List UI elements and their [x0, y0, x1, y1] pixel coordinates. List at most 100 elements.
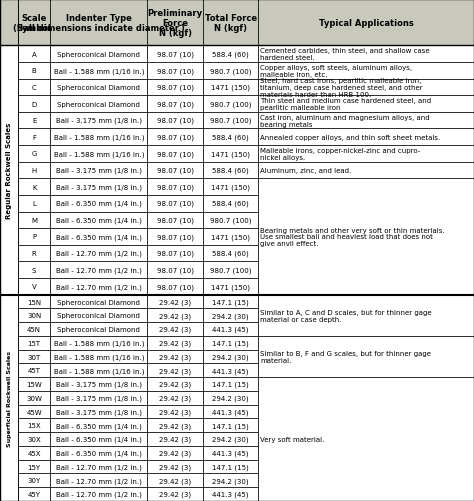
Bar — [258, 129, 474, 146]
Bar — [203, 113, 258, 129]
Text: 1471 (150): 1471 (150) — [211, 184, 250, 190]
Bar — [203, 229, 258, 245]
Text: 147.1 (15): 147.1 (15) — [212, 299, 249, 305]
Bar — [147, 63, 203, 80]
Text: 45Y: 45Y — [27, 491, 41, 497]
Bar — [203, 195, 258, 212]
Text: Ball - 3.175 mm (1/8 in.): Ball - 3.175 mm (1/8 in.) — [56, 167, 142, 174]
Text: 15T: 15T — [27, 340, 41, 346]
Bar — [50, 295, 147, 309]
Text: Ball - 3.175 mm (1/8 in.): Ball - 3.175 mm (1/8 in.) — [56, 381, 142, 388]
Bar — [258, 336, 474, 377]
Bar — [50, 279, 147, 295]
Text: Typical Applications: Typical Applications — [319, 19, 413, 28]
Text: 441.3 (45): 441.3 (45) — [212, 491, 249, 497]
Text: 98.07 (10): 98.07 (10) — [156, 184, 194, 190]
Text: Thin steel and medium case hardened steel, and
pearlitic malleable iron: Thin steel and medium case hardened stee… — [260, 98, 431, 111]
Bar — [18, 419, 50, 432]
Bar — [203, 46, 258, 63]
Bar — [258, 295, 474, 336]
Text: 29.42 (3): 29.42 (3) — [159, 408, 191, 415]
Text: 29.42 (3): 29.42 (3) — [159, 463, 191, 470]
Bar — [18, 350, 50, 364]
Bar — [50, 473, 147, 487]
Text: Ball - 1.588 mm (1/16 in.): Ball - 1.588 mm (1/16 in.) — [54, 68, 144, 75]
Bar — [50, 129, 147, 146]
Text: Ball - 12.70 mm (1/2 in.): Ball - 12.70 mm (1/2 in.) — [56, 284, 142, 290]
Text: 29.42 (3): 29.42 (3) — [159, 491, 191, 497]
Text: H: H — [31, 168, 37, 174]
Text: 441.3 (45): 441.3 (45) — [212, 326, 249, 333]
Text: 980.7 (100): 980.7 (100) — [210, 267, 251, 274]
Text: Malleable irons, copper-nickel-zinc and cupro-
nickel alloys.: Malleable irons, copper-nickel-zinc and … — [260, 148, 420, 160]
Bar — [203, 391, 258, 405]
Text: 980.7 (100): 980.7 (100) — [210, 118, 251, 124]
Bar — [147, 179, 203, 195]
Bar — [203, 350, 258, 364]
Text: 98.07 (10): 98.07 (10) — [156, 51, 194, 58]
Text: L: L — [32, 201, 36, 207]
Bar — [50, 96, 147, 113]
Bar — [50, 460, 147, 473]
Text: Ball - 1.588 mm (1/16 in.): Ball - 1.588 mm (1/16 in.) — [54, 151, 144, 157]
Text: 29.42 (3): 29.42 (3) — [159, 326, 191, 333]
Text: Ball - 1.588 mm (1/16 in.): Ball - 1.588 mm (1/16 in.) — [54, 340, 144, 346]
Bar — [147, 96, 203, 113]
Text: 147.1 (15): 147.1 (15) — [212, 463, 249, 470]
Text: 98.07 (10): 98.07 (10) — [156, 68, 194, 75]
Text: 98.07 (10): 98.07 (10) — [156, 151, 194, 157]
Bar — [18, 80, 50, 96]
Text: Spheroconical Diamond: Spheroconical Diamond — [57, 299, 140, 305]
Bar — [203, 336, 258, 350]
Bar — [18, 446, 50, 460]
Bar — [203, 80, 258, 96]
Bar — [258, 80, 474, 96]
Text: 98.07 (10): 98.07 (10) — [156, 234, 194, 240]
Bar — [147, 446, 203, 460]
Bar — [203, 377, 258, 391]
Bar — [147, 113, 203, 129]
Bar — [147, 309, 203, 323]
Bar — [147, 245, 203, 262]
Bar — [203, 487, 258, 501]
Bar — [0, 46, 18, 295]
Bar — [50, 229, 147, 245]
Text: 30N: 30N — [27, 313, 41, 319]
Text: 588.4 (60): 588.4 (60) — [212, 200, 249, 207]
Bar — [147, 419, 203, 432]
Bar — [147, 146, 203, 162]
Bar — [18, 309, 50, 323]
Text: 30T: 30T — [27, 354, 41, 360]
Bar — [147, 391, 203, 405]
Text: Cemented carbides, thin steel, and shallow case
hardened steel.: Cemented carbides, thin steel, and shall… — [260, 48, 430, 61]
Bar — [203, 446, 258, 460]
Text: Regular Rockwell Scales: Regular Rockwell Scales — [6, 123, 12, 219]
Bar — [147, 405, 203, 419]
Text: V: V — [32, 284, 36, 290]
Text: 980.7 (100): 980.7 (100) — [210, 101, 251, 108]
Bar — [203, 63, 258, 80]
Bar — [258, 113, 474, 129]
Bar — [147, 473, 203, 487]
Text: G: G — [31, 151, 37, 157]
Bar — [18, 162, 50, 179]
Text: 588.4 (60): 588.4 (60) — [212, 134, 249, 141]
Bar — [147, 0, 203, 46]
Text: Ball - 12.70 mm (1/2 in.): Ball - 12.70 mm (1/2 in.) — [56, 477, 142, 483]
Text: 294.2 (30): 294.2 (30) — [212, 395, 249, 401]
Text: 98.07 (10): 98.07 (10) — [156, 167, 194, 174]
Text: Ball - 1.588 mm (1/16 in.): Ball - 1.588 mm (1/16 in.) — [54, 134, 144, 141]
Bar — [147, 46, 203, 63]
Text: Ball - 3.175 mm (1/8 in.): Ball - 3.175 mm (1/8 in.) — [56, 408, 142, 415]
Text: Ball - 3.175 mm (1/8 in.): Ball - 3.175 mm (1/8 in.) — [56, 184, 142, 190]
Bar — [147, 80, 203, 96]
Text: 29.42 (3): 29.42 (3) — [159, 395, 191, 401]
Bar — [147, 129, 203, 146]
Text: 45T: 45T — [27, 368, 41, 374]
Text: 98.07 (10): 98.07 (10) — [156, 284, 194, 290]
Text: Superficial Rockwell Scales: Superficial Rockwell Scales — [7, 350, 11, 446]
Bar — [50, 419, 147, 432]
Bar — [147, 262, 203, 279]
Text: 1471 (150): 1471 (150) — [211, 284, 250, 290]
Bar — [50, 179, 147, 195]
